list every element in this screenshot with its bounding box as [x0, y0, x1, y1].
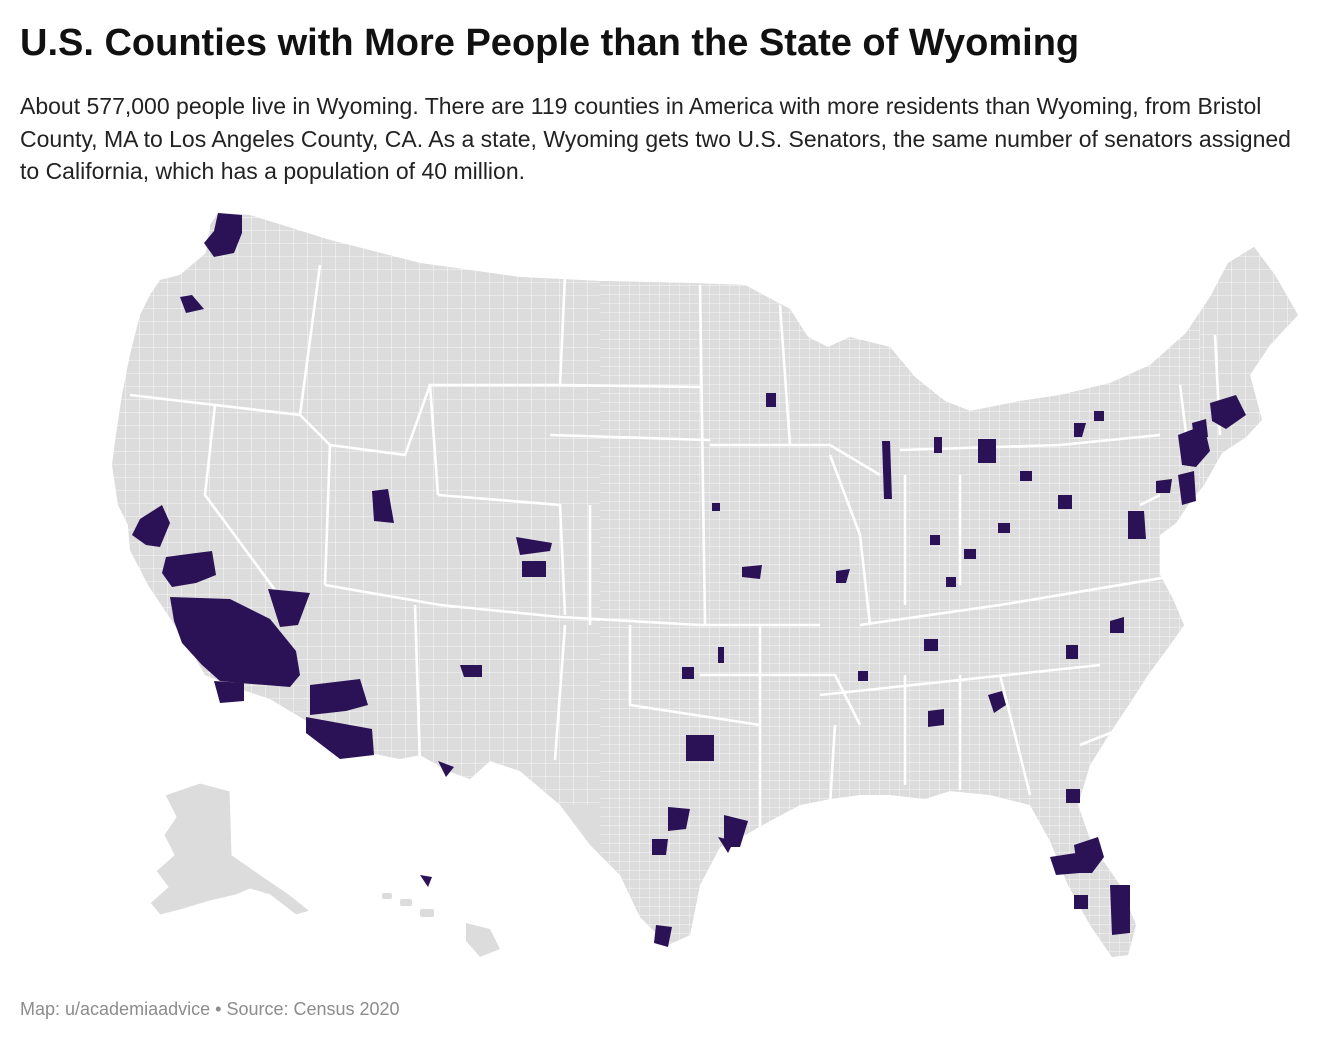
- hawaii: [382, 893, 500, 957]
- author-credit: Map: u/academiaadvice: [20, 999, 211, 1019]
- us-county-map: [0, 205, 1320, 985]
- alaska: [149, 782, 312, 916]
- highlighted-counties: [132, 213, 1246, 947]
- footer-separator: •: [215, 999, 222, 1019]
- map-footer: Map: u/academiaadvice • Source: Census 2…: [20, 997, 400, 1021]
- map-title: U.S. Counties with More People than the …: [20, 22, 1080, 64]
- map-subtitle: About 577,000 people live in Wyoming. Th…: [20, 93, 1291, 184]
- map-svg: [112, 213, 1298, 957]
- source-credit: Source: Census 2020: [226, 999, 400, 1019]
